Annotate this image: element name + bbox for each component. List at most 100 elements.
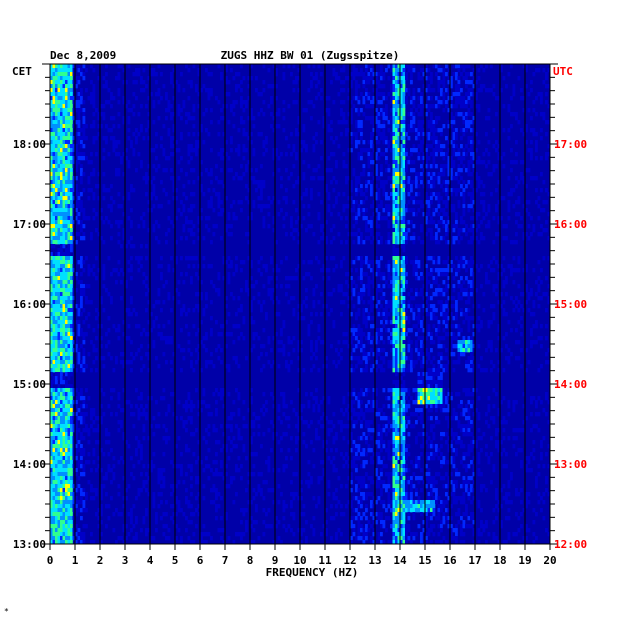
heatmap-cell: [60, 320, 63, 325]
heatmap-cell: [57, 100, 61, 105]
heatmap-cell: [165, 336, 168, 341]
heatmap-cell: [520, 304, 523, 309]
heatmap-cell: [152, 68, 156, 73]
heatmap-cell: [530, 312, 533, 317]
heatmap-cell: [65, 64, 68, 69]
heatmap-cell: [507, 192, 511, 197]
heatmap-cell: [350, 112, 353, 117]
heatmap-cell: [445, 232, 448, 237]
heatmap-cell: [397, 324, 401, 329]
heatmap-cell: [357, 204, 361, 209]
heatmap-cell: [377, 288, 381, 293]
heatmap-cell: [390, 196, 393, 201]
heatmap-cell: [192, 148, 196, 153]
heatmap-cell: [397, 220, 401, 225]
heatmap-cell: [62, 128, 66, 133]
heatmap-cell: [382, 296, 386, 301]
heatmap-cell: [227, 256, 231, 261]
heatmap-cell: [355, 68, 358, 73]
heatmap-cell: [417, 348, 421, 353]
heatmap-cell: [185, 256, 188, 261]
heatmap-cell: [222, 184, 226, 189]
heatmap-cell: [427, 120, 431, 125]
heatmap-cell: [365, 336, 368, 341]
heatmap-cell: [52, 268, 56, 273]
heatmap-cell: [397, 208, 401, 213]
heatmap-cell: [410, 364, 413, 369]
heatmap-cell: [430, 376, 433, 381]
heatmap-cell: [210, 88, 213, 93]
heatmap-cell: [362, 316, 366, 321]
heatmap-cell: [182, 192, 186, 197]
heatmap-cell: [235, 84, 238, 89]
heatmap-cell: [97, 196, 101, 201]
heatmap-cell: [142, 364, 146, 369]
heatmap-cell: [387, 336, 391, 341]
heatmap-cell: [65, 96, 68, 101]
heatmap-cell: [415, 128, 418, 133]
heatmap-cell: [55, 268, 58, 273]
heatmap-cell: [362, 344, 366, 349]
heatmap-cell: [310, 312, 313, 317]
heatmap-cell: [92, 208, 96, 213]
heatmap-cell: [402, 240, 406, 245]
heatmap-cell: [305, 304, 308, 309]
heatmap-cell: [57, 292, 61, 297]
heatmap-cell: [395, 364, 398, 369]
heatmap-cell: [295, 152, 298, 157]
heatmap-cell: [425, 148, 428, 153]
heatmap-cell: [197, 304, 201, 309]
heatmap-cell: [70, 144, 73, 149]
heatmap-cell: [210, 280, 213, 285]
heatmap-cell: [52, 132, 56, 137]
heatmap-cell: [402, 300, 406, 305]
heatmap-cell: [437, 84, 441, 89]
heatmap-cell: [367, 228, 371, 233]
heatmap-cell: [65, 152, 68, 157]
heatmap-cell: [467, 264, 471, 269]
heatmap-cell: [70, 348, 73, 353]
heatmap-cell: [117, 168, 121, 173]
heatmap-cell: [172, 144, 176, 149]
heatmap-cell: [62, 100, 66, 105]
heatmap-cell: [497, 200, 501, 205]
heatmap-cell: [62, 296, 66, 301]
heatmap-cell: [122, 196, 126, 201]
heatmap-cell: [255, 168, 258, 173]
heatmap-cell: [462, 280, 466, 285]
heatmap-cell: [362, 96, 366, 101]
heatmap-cell: [392, 352, 396, 357]
heatmap-cell: [57, 160, 61, 165]
heatmap-cell: [197, 104, 201, 109]
heatmap-cell: [372, 352, 376, 357]
heatmap-cell: [465, 116, 468, 121]
heatmap-cell: [400, 260, 403, 265]
heatmap-cell: [55, 264, 58, 269]
heatmap-cell: [67, 160, 71, 165]
heatmap-cell: [397, 276, 401, 281]
heatmap-cell: [82, 224, 86, 229]
heatmap-cell: [510, 124, 513, 129]
heatmap-cell: [400, 200, 403, 205]
heatmap-cell: [402, 84, 406, 89]
heatmap-cell: [382, 272, 386, 277]
heatmap-cell: [457, 204, 461, 209]
heatmap-cell: [402, 124, 406, 129]
heatmap-cell: [462, 288, 466, 293]
heatmap-cell: [382, 276, 386, 281]
heatmap-cell: [350, 268, 353, 273]
heatmap-cell: [425, 352, 428, 357]
heatmap-cell: [55, 116, 58, 121]
heatmap-cell: [532, 224, 536, 229]
heatmap-cell: [52, 104, 56, 109]
heatmap-cell: [457, 356, 461, 361]
heatmap-cell: [50, 136, 53, 141]
heatmap-cell: [362, 208, 366, 213]
heatmap-cell: [422, 204, 426, 209]
heatmap-cell: [410, 80, 413, 85]
heatmap-cell: [455, 76, 458, 81]
heatmap-cell: [512, 84, 516, 89]
heatmap-cell: [462, 152, 466, 157]
heatmap-cell: [62, 276, 66, 281]
heatmap-cell: [237, 144, 241, 149]
